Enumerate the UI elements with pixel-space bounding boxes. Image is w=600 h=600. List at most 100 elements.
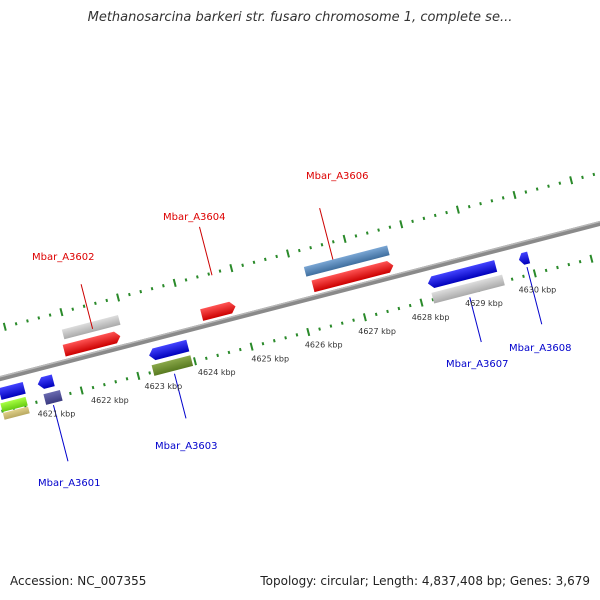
gene-mbar-a3601-track[interactable] [43, 389, 63, 405]
gene-label-mbar-a3608[interactable]: Mbar_A3608 [509, 343, 572, 354]
minor-tick [272, 339, 276, 343]
gene-mbar-a3601-left[interactable] [0, 382, 26, 400]
minor-tick [433, 213, 437, 218]
coordinate-label: 4622 kbp [91, 396, 129, 405]
gene-mbar-a3606[interactable] [311, 260, 394, 293]
minor-tick [592, 172, 596, 177]
major-tick [136, 371, 141, 381]
minus-gene-labels: Mbar_A3601 Mbar_A3603 Mbar_A3607 Mbar_A3… [38, 343, 572, 489]
minor-tick [386, 309, 389, 314]
major-tick [589, 254, 594, 263]
major-tick [306, 327, 311, 337]
minor-tick [535, 187, 539, 191]
minor-tick [71, 307, 75, 311]
minor-tick [544, 268, 548, 273]
minor-tick [352, 318, 355, 322]
major-tick [193, 357, 197, 366]
gene-label-mbar-a3607[interactable]: Mbar_A3607 [446, 359, 509, 370]
coordinate-label: 4628 kbp [412, 313, 450, 322]
minor-tick [490, 199, 494, 203]
minor-tick [354, 234, 358, 238]
major-tick [229, 264, 234, 273]
gene-label-mbar-a3602[interactable]: Mbar_A3602 [32, 252, 95, 263]
coordinate-label: 4630 kbp [519, 285, 557, 294]
gene-lime-segment[interactable] [0, 396, 28, 413]
minor-tick [365, 231, 369, 235]
accession-text: Accession: NC_007355 [10, 574, 147, 588]
minor-tick [411, 219, 414, 224]
minor-tick [318, 327, 321, 331]
minor-tick [578, 259, 582, 264]
minor-tick [103, 382, 106, 387]
major-tick [79, 386, 84, 395]
major-tick [512, 190, 517, 200]
minor-tick [501, 196, 505, 200]
minor-tick [309, 245, 312, 250]
minor-tick [26, 319, 29, 323]
major-tick [2, 322, 7, 331]
gene-mbar-a3607[interactable] [426, 260, 498, 289]
minor-tick [128, 292, 131, 297]
minor-tick [374, 312, 378, 317]
coordinate-label: 4629 kbp [465, 299, 503, 308]
major-tick [455, 205, 460, 214]
minor-tick [216, 353, 219, 358]
plus-label-leaders [80, 208, 334, 329]
minor-tick [397, 306, 401, 311]
minor-tick [207, 272, 211, 276]
major-tick [342, 234, 347, 244]
coordinate-label: 4624 kbp [198, 368, 236, 377]
minor-tick [479, 202, 482, 206]
minor-tick [263, 257, 267, 262]
minor-tick [238, 347, 242, 352]
major-tick [286, 249, 290, 258]
minor-tick [196, 275, 199, 279]
minor-tick [261, 341, 265, 346]
coordinate-label: 4621 kbp [38, 410, 76, 419]
gene-label-mbar-a3606[interactable]: Mbar_A3606 [306, 171, 369, 182]
minor-tick [422, 216, 426, 221]
minor-tick [227, 350, 231, 355]
gene-mbar-a3606-track[interactable] [303, 245, 390, 277]
major-tick [59, 307, 64, 317]
minor-tick [91, 385, 95, 390]
minor-tick [284, 336, 287, 340]
minor-tick [218, 269, 222, 273]
gene-label-mbar-a3601[interactable]: Mbar_A3601 [38, 478, 101, 489]
minor-tick [204, 356, 208, 361]
gene-mbar-a3602[interactable] [62, 330, 122, 357]
gene-label-mbar-a3604[interactable]: Mbar_A3604 [163, 212, 226, 223]
minor-tick [547, 184, 550, 188]
gene-mbar-a3607-track[interactable] [431, 274, 505, 304]
gene-mbar-a3602-track[interactable] [61, 315, 121, 340]
minor-tick [69, 391, 72, 396]
gene-mbar-a3601[interactable] [36, 374, 55, 391]
minor-tick [114, 380, 118, 384]
minor-tick [522, 274, 525, 278]
major-tick [249, 342, 254, 351]
plus-gene-labels: Mbar_A3602 Mbar_A3604 Mbar_A3606 [32, 171, 369, 263]
gene-mbar-a3604[interactable] [200, 301, 237, 321]
coordinate-label: 4625 kbp [251, 354, 289, 363]
minor-tick [329, 324, 333, 328]
minor-tick [162, 284, 165, 288]
minor-tick [556, 265, 559, 270]
minor-tick [558, 181, 562, 185]
minor-tick [94, 301, 97, 306]
gene-label-mbar-a3603[interactable]: Mbar_A3603 [155, 441, 218, 452]
coordinate-labels: 4621 kbp 4622 kbp 4623 kbp 4624 kbp 4625 kbp… [38, 285, 557, 419]
gene-tan-segment[interactable] [2, 406, 30, 420]
gene-mbar-a3603[interactable] [148, 339, 190, 362]
minor-tick [320, 243, 324, 247]
plus-strand-genes [61, 245, 394, 357]
minor-tick [125, 377, 129, 381]
major-tick [116, 293, 121, 302]
minor-tick [139, 289, 143, 294]
minor-tick [388, 225, 392, 229]
gene-mbar-a3608[interactable] [517, 251, 531, 266]
minor-tick [340, 321, 344, 325]
gene-mbar-a3603-track[interactable] [151, 355, 194, 376]
major-tick [399, 220, 404, 229]
